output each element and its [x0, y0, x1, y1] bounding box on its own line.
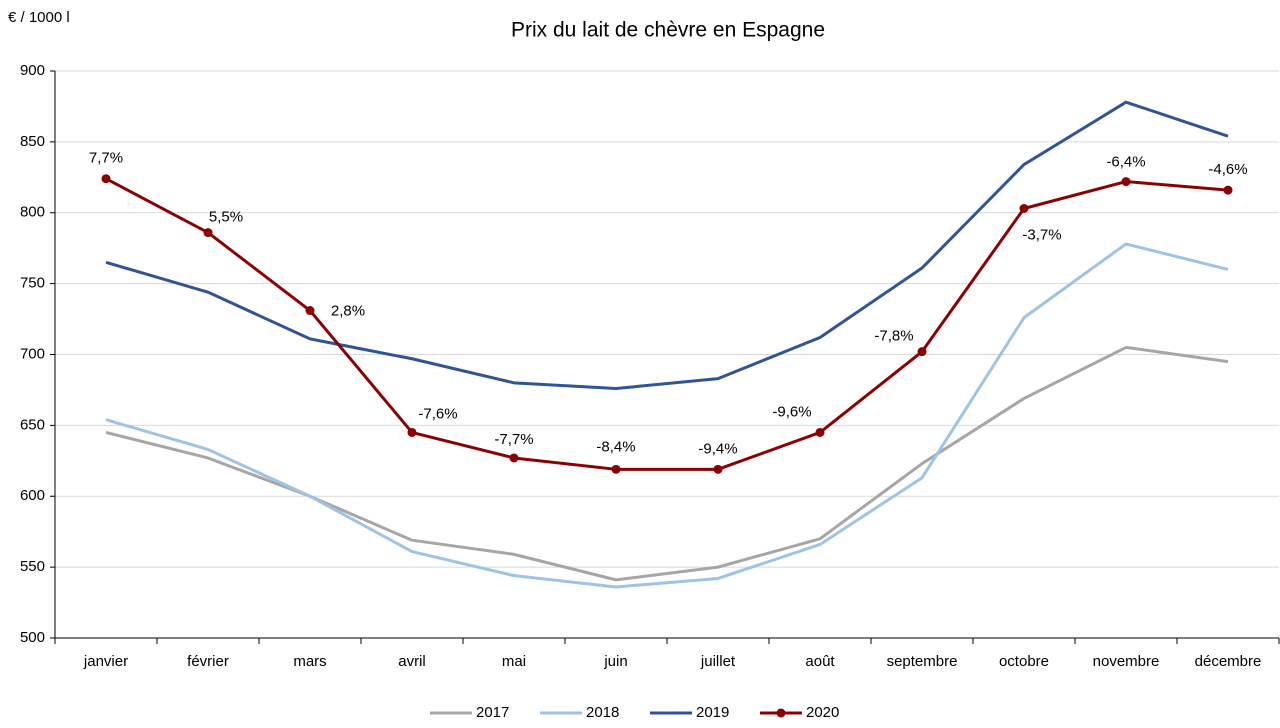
point: [305, 306, 315, 316]
x-tick-label: avril: [398, 653, 426, 670]
y-axis-label: € / 1000 l: [8, 9, 70, 26]
x-tick-label: novembre: [1093, 653, 1160, 670]
point: [203, 228, 213, 238]
data-label: 5,5%: [209, 209, 243, 226]
point: [407, 427, 417, 437]
point: [101, 174, 111, 184]
data-label: -3,7%: [1022, 226, 1061, 243]
series-line: [105, 100, 1229, 391]
y-tick-label: 800: [20, 204, 45, 221]
data-label: 2,8%: [331, 303, 365, 320]
x-tick-label: février: [187, 653, 229, 670]
data-label: -4,6%: [1208, 161, 1247, 178]
x-tick-label: juin: [603, 653, 627, 670]
x-tick-label: mai: [502, 653, 526, 670]
x-tick-label: juillet: [700, 653, 736, 670]
data-label: 7,7%: [89, 150, 123, 167]
y-tick-label: 650: [20, 416, 45, 433]
data-label: -9,4%: [698, 440, 737, 457]
x-tick-label: septembre: [887, 653, 958, 670]
y-tick-label: 750: [20, 275, 45, 292]
point: [1019, 203, 1029, 213]
y-tick-label: 850: [20, 133, 45, 150]
data-label: -8,4%: [596, 438, 635, 455]
series-line: [105, 177, 1229, 471]
legend-label: 2017: [476, 704, 509, 721]
x-tick-label: janvier: [83, 653, 128, 670]
y-tick-label: 500: [20, 629, 45, 646]
y-tick-label: 700: [20, 345, 45, 362]
data-label: -7,6%: [418, 405, 457, 422]
point: [917, 347, 927, 357]
y-tick-label: 900: [20, 62, 45, 79]
series-line: [105, 242, 1229, 589]
y-tick-label: 600: [20, 487, 45, 504]
point: [1121, 177, 1131, 187]
point: [1223, 185, 1233, 195]
data-label: -7,7%: [494, 431, 533, 448]
legend-label: 2019: [696, 704, 729, 721]
point: [509, 453, 519, 463]
legend-marker: [776, 708, 786, 718]
data-label: -9,6%: [772, 403, 811, 420]
legend-label: 2020: [806, 704, 839, 721]
x-tick-label: mars: [293, 653, 326, 670]
point: [611, 464, 621, 474]
chart-title: Prix du lait de chèvre en Espagne: [511, 19, 825, 42]
x-tick-label: octobre: [999, 653, 1049, 670]
x-tick-label: août: [805, 653, 835, 670]
legend-label: 2018: [586, 704, 619, 721]
point: [815, 427, 825, 437]
data-label: -7,8%: [874, 328, 913, 345]
x-tick-label: décembre: [1195, 653, 1262, 670]
data-label: -6,4%: [1106, 154, 1145, 171]
point: [713, 464, 723, 474]
y-tick-label: 550: [20, 558, 45, 575]
